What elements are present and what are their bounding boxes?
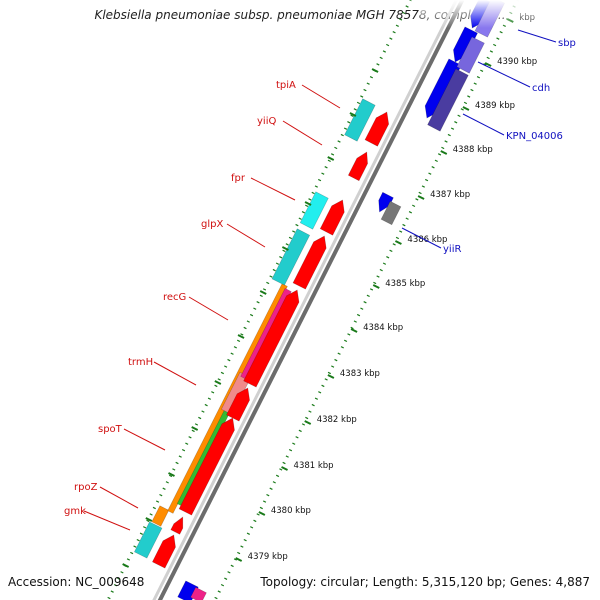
cds-fpr bbox=[319, 199, 345, 236]
cds-glpX bbox=[292, 235, 327, 290]
tick-label: 4384 kbp bbox=[363, 323, 403, 333]
backbone-line bbox=[157, 0, 465, 600]
gene-label-fpr: fpr bbox=[231, 173, 246, 184]
backbone-shadow bbox=[152, 0, 458, 600]
tick-label: 4386 kbp bbox=[407, 235, 447, 245]
leader-line-yiiR bbox=[401, 227, 442, 249]
leader-line-tpiA bbox=[301, 84, 341, 109]
tick-label: 4385 kbp bbox=[385, 279, 425, 289]
tick-mark-outer bbox=[122, 563, 130, 568]
gene-label-trmH: trmH bbox=[128, 357, 153, 368]
gene-label-yiiQ: yiiQ bbox=[257, 116, 276, 127]
tick-mark-outer bbox=[214, 380, 222, 385]
tick-mark bbox=[462, 106, 470, 111]
leader-line-recG bbox=[188, 296, 229, 321]
gene-label-gmk: gmk bbox=[64, 506, 86, 517]
tick-label: 4388 kbp bbox=[453, 145, 493, 155]
tick-mark bbox=[350, 328, 358, 333]
cds-tpiA bbox=[364, 111, 390, 147]
gene-label-glpX: glpX bbox=[201, 219, 223, 230]
gene-label-rpoZ: rpoZ bbox=[74, 482, 98, 493]
tick-label: 4389 kbp bbox=[475, 101, 515, 111]
tick-mark-outer bbox=[145, 517, 153, 522]
track-layer bbox=[106, 0, 519, 600]
tick-mark-outer bbox=[349, 112, 357, 117]
tick-label: 4380 kbp bbox=[271, 506, 311, 516]
tick-mark-outer bbox=[304, 201, 312, 206]
leader-line-rpoZ bbox=[99, 486, 139, 509]
leader-line-trmH bbox=[153, 361, 197, 386]
tick-mark-outer bbox=[327, 156, 335, 161]
leader-line-sbp bbox=[517, 29, 557, 43]
leader-line-glpX bbox=[226, 223, 266, 248]
tick-label: 4381 kbp bbox=[294, 461, 334, 471]
gene-label-tpiA: tpiA bbox=[276, 80, 296, 91]
leader-line-gmk bbox=[83, 510, 131, 531]
tick-mark bbox=[304, 420, 312, 425]
cds-trmH bbox=[226, 387, 250, 422]
tick-mark-outer bbox=[371, 68, 379, 73]
cds-spoT bbox=[178, 417, 235, 516]
tick-label: 4383 kbp bbox=[340, 369, 380, 379]
cds-bottom-magenta bbox=[190, 586, 207, 600]
tick-mark bbox=[327, 374, 335, 379]
gene-label-yiiR: yiiR bbox=[443, 244, 461, 255]
map-title: Klebsiella pneumoniae subsp. pneumoniae … bbox=[94, 8, 506, 22]
cds-gmk-arrow bbox=[151, 534, 176, 569]
gene-label-sbp: sbp bbox=[558, 38, 576, 49]
tick-mark bbox=[417, 195, 425, 200]
leader-line-yiiQ bbox=[282, 120, 323, 146]
cds-tpiA-cyan bbox=[344, 98, 376, 142]
tick-mark-outer bbox=[168, 472, 175, 477]
cds-gmk bbox=[133, 521, 163, 559]
tick-mark-outer bbox=[191, 426, 199, 431]
leader-line-KPN_04006 bbox=[462, 113, 505, 136]
leader-line-spoT bbox=[123, 428, 166, 451]
tick-mark bbox=[484, 62, 492, 67]
tick-label: 4390 kbp bbox=[497, 57, 537, 67]
label-layer: 4379 kbp 4380 kbp 4381 kbp 4382 kbp 4383 kbp… bbox=[64, 13, 576, 562]
cds-fpr-cyan bbox=[299, 191, 329, 230]
cds-glpX-cyan bbox=[271, 228, 311, 286]
dotted-track-inner-right bbox=[213, 0, 519, 600]
gene-label-KPN_04006: KPN_04006 bbox=[506, 131, 563, 142]
tick-mark-outer bbox=[237, 334, 245, 339]
topology-text: Topology: circular; Length: 5,315,120 bp… bbox=[260, 575, 590, 589]
cds-yiiQ-small bbox=[347, 151, 368, 182]
tick-label: 4382 kbp bbox=[317, 415, 357, 425]
tick-label: 4379 kbp bbox=[248, 552, 288, 562]
cds-recG bbox=[243, 289, 300, 388]
cds-KPN_04006-dark bbox=[427, 68, 469, 132]
tick-label: 4387 kbp bbox=[430, 190, 470, 200]
gene-label-recG: recG bbox=[163, 292, 186, 303]
dotted-track-outer-left bbox=[106, 0, 412, 600]
cds-yiiR-gray bbox=[380, 200, 402, 226]
gene-label-cdh: cdh bbox=[532, 83, 550, 94]
gene-label-spoT: spoT bbox=[98, 424, 123, 435]
cds-rpoZ bbox=[151, 505, 170, 527]
cds-rpoZ-arrow bbox=[170, 516, 184, 535]
tick-mark bbox=[235, 557, 243, 562]
tick-mark-outer bbox=[259, 290, 267, 295]
leader-line-cdh bbox=[477, 61, 531, 88]
tick-mark-outer bbox=[281, 246, 289, 251]
tick-mark bbox=[372, 284, 380, 289]
leader-line-fpr bbox=[250, 177, 296, 201]
tick-mark bbox=[440, 150, 448, 155]
tick-mark bbox=[258, 511, 266, 516]
cds-cdh-light bbox=[456, 36, 485, 74]
tick-mark bbox=[281, 466, 288, 471]
accession-text: Accession: NC_009648 bbox=[8, 575, 145, 589]
tick-mark bbox=[394, 240, 402, 245]
